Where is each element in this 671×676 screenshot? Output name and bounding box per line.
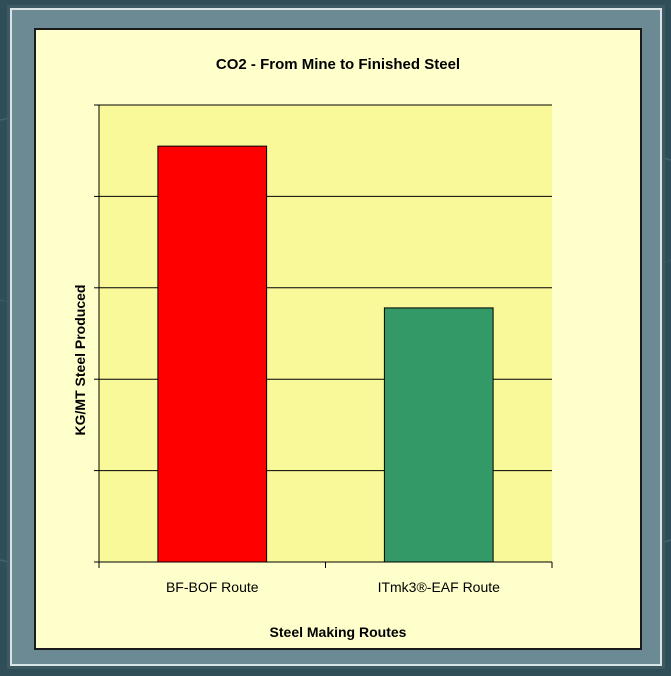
x-axis-title: Steel Making Routes (269, 624, 407, 640)
chart-area: CO2 - From Mine to Finished Steel BF-BOF… (34, 28, 642, 650)
y-axis-title: KG/MT Steel Produced (72, 284, 88, 436)
chart-title: CO2 - From Mine to Finished Steel (215, 56, 461, 73)
chart-frame: CO2 - From Mine to Finished Steel BF-BOF… (10, 8, 662, 666)
x-tick-label: BF-BOF Route (166, 579, 259, 595)
bar-chart: BF-BOF Route ITmk3®-EAF Route (94, 104, 553, 595)
bar-2 (383, 307, 494, 563)
bar-1 (157, 145, 268, 563)
x-tick-label: ITmk3®-EAF Route (378, 579, 501, 595)
